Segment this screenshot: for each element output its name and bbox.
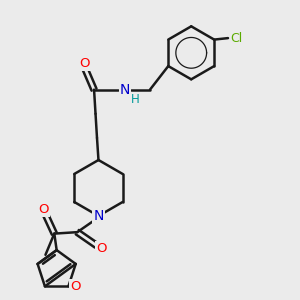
Text: N: N: [120, 82, 130, 97]
Text: N: N: [93, 209, 104, 223]
Text: O: O: [80, 57, 90, 70]
Text: O: O: [97, 242, 107, 255]
Text: O: O: [39, 203, 49, 216]
Text: H: H: [131, 93, 140, 106]
Text: O: O: [70, 280, 81, 293]
Text: Cl: Cl: [231, 32, 243, 45]
